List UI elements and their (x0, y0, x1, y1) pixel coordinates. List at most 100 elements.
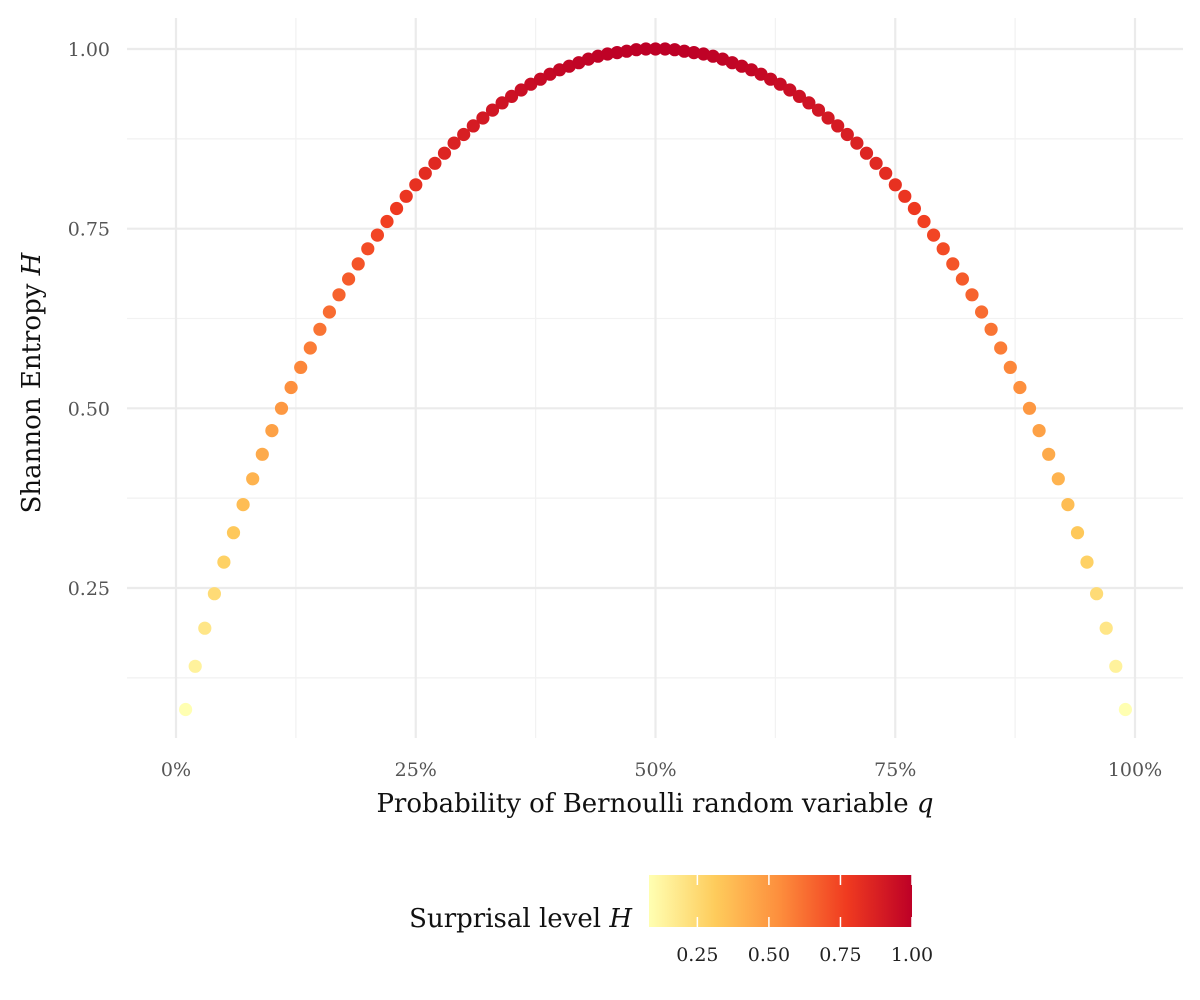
data-point (936, 242, 950, 256)
data-point (246, 472, 260, 486)
data-point (485, 103, 500, 117)
data-point (994, 341, 1008, 355)
data-point (831, 119, 845, 133)
x-axis-variable: q (917, 789, 934, 819)
data-point (437, 146, 452, 160)
legend-tick-label: 0.50 (748, 944, 790, 966)
data-point (975, 305, 989, 319)
data-point (274, 401, 289, 415)
data-point (207, 587, 221, 601)
data-point (811, 103, 826, 117)
data-point (1022, 401, 1037, 415)
data-point (1042, 447, 1056, 461)
data-point (1118, 702, 1132, 717)
data-point (1099, 621, 1113, 635)
data-point (888, 178, 902, 192)
y-axis-tick-labels: 0.25 0.50 0.75 1.00 (68, 39, 110, 600)
data-point (236, 498, 250, 512)
data-point (476, 111, 490, 125)
data-point (217, 555, 231, 569)
x-tick-label: 100% (1108, 759, 1162, 781)
legend-tick-label: 0.25 (676, 944, 718, 966)
data-point (313, 322, 327, 336)
data-point (226, 526, 241, 540)
data-point (332, 288, 346, 302)
data-point (984, 322, 998, 336)
data-point (946, 257, 960, 271)
data-point (294, 360, 308, 374)
legend-tick-label: 0.75 (819, 944, 861, 966)
data-point (1070, 526, 1085, 540)
data-point (927, 228, 941, 242)
data-point (361, 242, 375, 256)
data-point (955, 272, 970, 286)
x-tick-label: 0% (161, 759, 191, 781)
data-points (179, 42, 1132, 717)
data-point (1051, 472, 1065, 486)
data-point (1003, 360, 1017, 374)
data-point (1080, 555, 1094, 569)
data-point (773, 77, 787, 91)
y-axis-variable: H (17, 251, 47, 276)
data-point (370, 228, 384, 242)
data-point (1032, 424, 1046, 438)
color-legend: Surprisal level H 0.25 0.50 0.75 1.00 (409, 875, 933, 966)
data-point (265, 424, 279, 438)
data-point (342, 272, 356, 286)
y-axis-title: Shannon Entropy H (17, 251, 47, 513)
data-point (418, 166, 432, 180)
data-point (648, 42, 663, 56)
data-point (917, 214, 931, 229)
data-point (898, 189, 912, 203)
data-point (1090, 587, 1104, 601)
data-point (629, 43, 643, 57)
data-point (198, 621, 212, 635)
data-point (466, 119, 480, 133)
legend-title-variable: H (608, 904, 633, 934)
grid-lines (127, 18, 1183, 738)
data-point (428, 156, 442, 170)
data-point (255, 447, 269, 461)
data-point (1109, 659, 1123, 673)
data-point (840, 127, 854, 142)
data-point (390, 201, 404, 216)
data-point (879, 166, 893, 180)
data-point (907, 201, 922, 216)
data-point (322, 305, 336, 319)
data-point (859, 146, 874, 160)
data-point (514, 83, 528, 97)
data-point (1061, 498, 1075, 512)
data-point (792, 89, 807, 103)
data-point (639, 42, 653, 56)
y-tick-label: 0.50 (68, 398, 110, 420)
data-point (188, 659, 202, 673)
data-point (1013, 380, 1027, 395)
legend-color-bar (649, 875, 912, 927)
data-point (505, 89, 519, 103)
x-axis-title: Probability of Bernoulli random variable… (376, 789, 933, 819)
data-point (284, 380, 298, 395)
data-point (802, 96, 816, 110)
x-tick-label: 50% (634, 759, 676, 781)
y-tick-label: 0.75 (68, 219, 110, 241)
data-point (179, 702, 193, 717)
legend-title: Surprisal level H (409, 904, 633, 934)
y-tick-label: 1.00 (68, 39, 110, 61)
data-point (658, 42, 672, 56)
data-point (399, 189, 413, 203)
data-point (495, 96, 509, 110)
data-point (869, 156, 883, 170)
data-point (850, 136, 864, 150)
data-point (447, 136, 461, 150)
data-point (303, 341, 317, 355)
x-tick-label: 75% (874, 759, 916, 781)
data-point (351, 257, 365, 271)
data-point (409, 178, 423, 192)
data-point (457, 127, 471, 142)
data-point (965, 288, 979, 302)
data-point (380, 214, 394, 229)
data-point (783, 83, 797, 97)
x-axis-tick-labels: 0% 25% 50% 75% 100% (161, 759, 1162, 781)
legend-ticks: 0.25 0.50 0.75 1.00 (676, 875, 933, 966)
